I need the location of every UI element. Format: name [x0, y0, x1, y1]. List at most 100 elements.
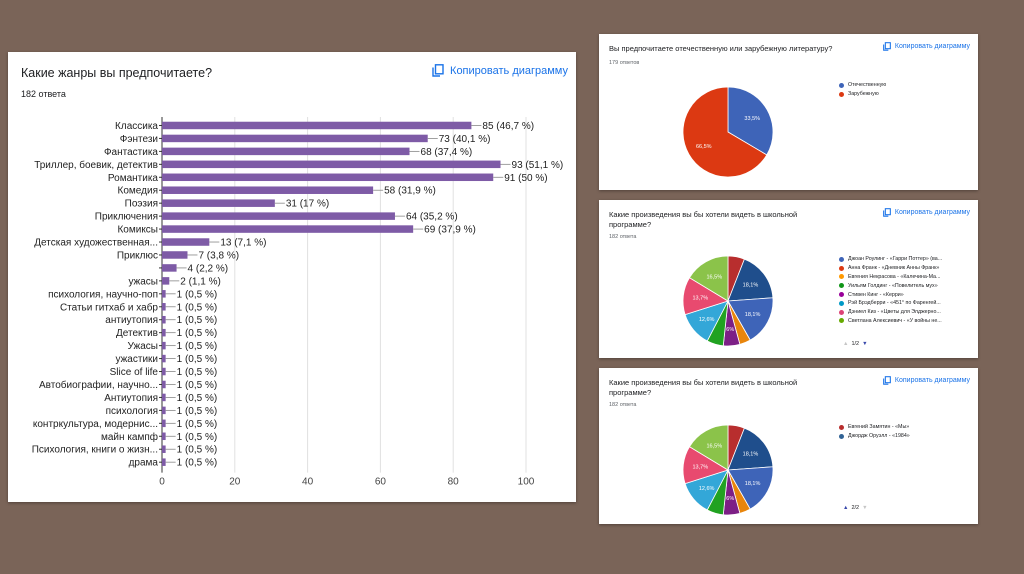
category-label: Поэзия: [125, 199, 158, 210]
data-label: 7 (3,8 %): [198, 250, 239, 261]
data-label: 85 (46,7 %): [482, 121, 534, 132]
legend-swatch: [839, 82, 844, 88]
legend-swatch: [839, 424, 844, 430]
copy-chart-label: Копировать диаграмму: [894, 43, 970, 50]
literature-copy-chart-button[interactable]: Копировать диаграмму: [883, 42, 970, 51]
category-label: Антиутопия: [104, 393, 158, 404]
bar: [162, 121, 472, 130]
bar: [162, 303, 166, 311]
data-label: 1 (0,5 %): [177, 367, 218, 378]
legend-swatch: [839, 91, 844, 97]
legend-swatch: [839, 433, 844, 439]
x-tick-label: 20: [229, 477, 241, 488]
slice-label: 18,1%: [743, 282, 759, 288]
legend-item: Джордж Оруэлл - «1984»: [839, 432, 910, 441]
copy-chart-label: Копировать диаграмму: [894, 209, 970, 216]
bar: [162, 186, 374, 194]
school-works-chart-title: Какие произведения вы бы хотели видеть в…: [609, 210, 797, 230]
literature-pie-chart: 33,5% 66,5%: [682, 86, 774, 178]
slice-label: 18,1%: [745, 481, 761, 487]
data-label: 1 (0,5 %): [177, 458, 218, 469]
legend-label: Зарубежную: [848, 91, 879, 98]
legend-item: Анна Франк - «Дневник Анны Франк»: [839, 264, 942, 273]
x-tick-label: 60: [375, 477, 387, 488]
data-label: 1 (0,5 %): [177, 445, 218, 456]
school-works-legend-1: Джоан Роулинг - «Гарри Поттер» (ва... Анн…: [839, 255, 942, 325]
pie-slice: [727, 86, 774, 156]
pie-slice: [688, 424, 729, 471]
copy-icon: [883, 208, 891, 217]
pie-slice: [727, 466, 774, 510]
genres-response-count: 182 ответа: [21, 89, 66, 99]
school-works-copy-chart-button[interactable]: Копировать диаграмму: [883, 208, 970, 217]
literature-response-count: 179 ответов: [609, 60, 640, 66]
slice-label: 6%: [726, 496, 734, 502]
category-label: драма: [129, 458, 159, 469]
data-label: 1 (0,5 %): [177, 328, 218, 339]
title-line-2: программе?: [609, 388, 652, 397]
literature-chart-title: Вы предпочитаете отечественную или заруб…: [609, 44, 833, 53]
data-label: 91 (50 %): [504, 173, 547, 184]
bar: [162, 341, 166, 350]
legend-item: Евгения Некрасова - «Калечина-Ма...: [839, 273, 942, 282]
legend-swatch: [839, 318, 844, 324]
legend-label: Стивен Кинг - «Керри»: [848, 291, 904, 298]
genres-chart-card: Какие жанры вы предпочитаете? 182 ответа…: [8, 52, 576, 502]
legend-swatch: [839, 256, 844, 262]
data-label: 1 (0,5 %): [177, 432, 218, 443]
legend-pager-1: ▲ 1/2 ▼: [843, 341, 868, 347]
legend-item: Рэй Брэдберри - «451° по Фаренгей...: [839, 299, 942, 308]
legend-swatch: [839, 309, 844, 315]
x-tick-label: 0: [159, 477, 165, 488]
legend-label: Евгений Замятин - «Мы»: [848, 424, 910, 431]
x-tick-label: 80: [448, 477, 460, 488]
genres-copy-chart-button[interactable]: Копировать диаграмму: [432, 64, 568, 77]
category-label: контркультура, модернис...: [33, 419, 158, 430]
data-label: 1 (0,5 %): [177, 380, 218, 391]
bar: [162, 380, 166, 389]
slice-label: 16,5%: [706, 444, 722, 450]
bar: [162, 251, 188, 259]
bar: [162, 315, 166, 324]
bar: [162, 264, 177, 272]
data-label: 4 (2,2 %): [188, 263, 229, 274]
legend-label: Светлана Алексиевич - «У войны не...: [848, 317, 942, 324]
category-label: майн кампф: [101, 431, 158, 443]
legend-item: Светлана Алексиевич - «У войны не...: [839, 317, 942, 326]
pager-next-icon[interactable]: ▼: [862, 341, 868, 347]
pager-prev-icon[interactable]: ▲: [843, 505, 849, 511]
category-label: Детектив: [116, 328, 158, 339]
literature-legend: Отечественную Зарубежную: [839, 81, 886, 99]
legend-label: Уильям Голдинг - «Повелитель мух»: [848, 282, 938, 289]
category-label: Комедия: [118, 186, 158, 197]
title-line-1: Какие произведения вы бы хотели видеть в…: [609, 210, 798, 219]
legend-item: Евгений Замятин - «Мы»: [839, 423, 910, 432]
pager-prev-icon[interactable]: ▲: [843, 341, 849, 347]
category-label: антиутопия: [105, 315, 158, 326]
data-label: 1 (0,5 %): [177, 406, 218, 417]
data-label: 2 (1,1 %): [180, 276, 221, 287]
pie-slice: [727, 258, 774, 302]
legend-item: Уильям Голдинг - «Повелитель мух»: [839, 281, 942, 290]
school-works-chart-title: Какие произведения вы бы хотели видеть в…: [609, 378, 797, 398]
data-label: 58 (31,9 %): [384, 186, 436, 197]
genres-bar-chart: 0 20 40 60 80 100 Классика 85 (46,7 %) Фэнтези 73…: [32, 117, 563, 488]
data-label: 1 (0,5 %): [177, 354, 218, 365]
slice-label: 13,7%: [692, 465, 708, 471]
category-label: Триллер, боевик, детектив: [34, 159, 158, 171]
school-works-copy-chart-button[interactable]: Копировать диаграмму: [883, 376, 970, 385]
copy-icon: [432, 64, 444, 77]
pager-next-icon[interactable]: ▼: [862, 505, 868, 511]
pie-slice: [727, 297, 774, 341]
category-label: Ужасы: [128, 341, 158, 352]
category-label: Приключения: [95, 212, 158, 223]
slice-label: 18,1%: [745, 312, 761, 318]
category-label: Комиксы: [117, 225, 158, 236]
bar: [162, 199, 275, 207]
copy-icon: [883, 42, 891, 51]
legend-label: Анна Франк - «Дневник Анны Франк»: [848, 265, 940, 272]
copy-chart-label: Копировать диаграмму: [894, 377, 970, 384]
copy-icon: [883, 376, 891, 385]
pie-slice: [682, 86, 768, 178]
school-works-legend-2: Евгений Замятин - «Мы» Джордж Оруэлл - «1…: [839, 423, 910, 441]
